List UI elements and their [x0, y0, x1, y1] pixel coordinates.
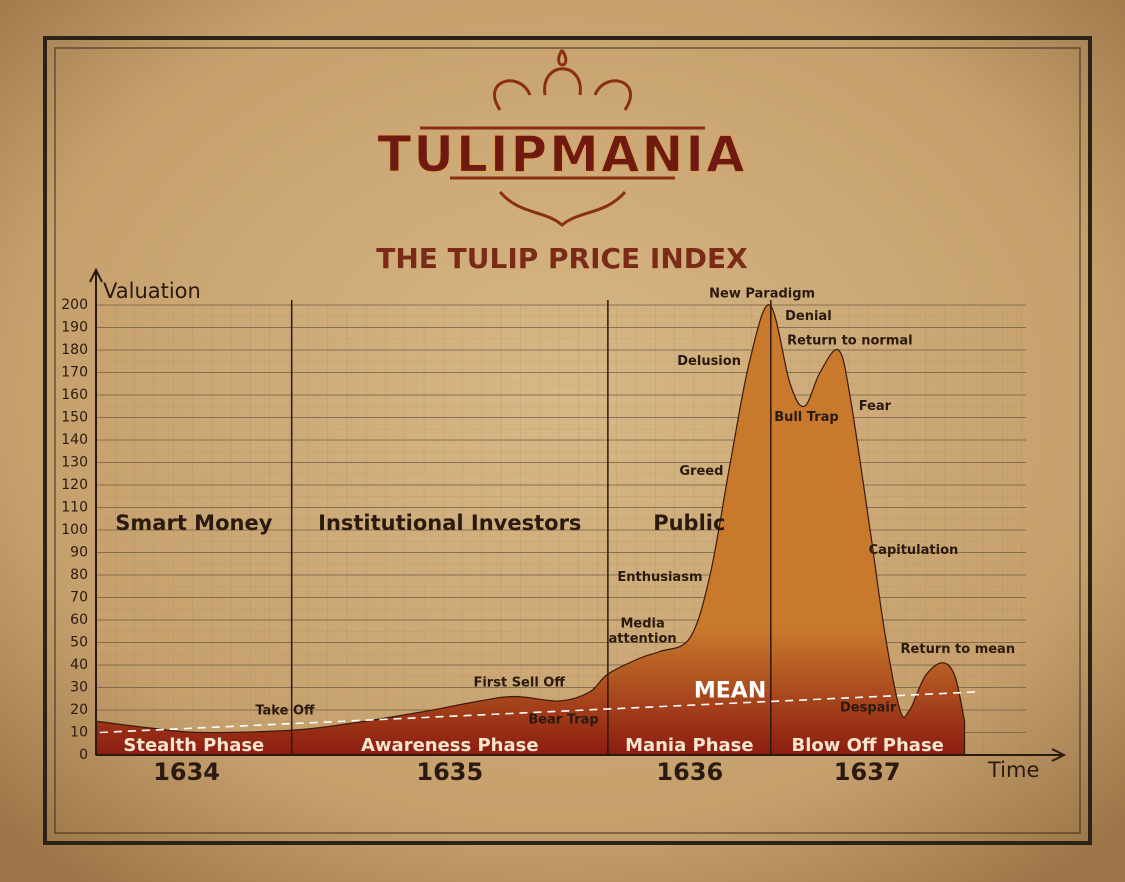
annotation: Take Off	[255, 703, 315, 718]
y-tick-label: 50	[70, 635, 88, 651]
y-tick-label: 130	[61, 455, 88, 471]
y-tick-label: 10	[70, 725, 88, 741]
year-label: 1634	[153, 758, 220, 786]
annotation: Greed	[679, 464, 723, 479]
year-label: 1636	[656, 758, 723, 786]
phase-label: Stealth Phase	[123, 735, 264, 756]
chart-title: TULIPMANIA	[377, 126, 746, 184]
annotation: Media	[620, 616, 664, 631]
y-tick-label: 180	[61, 342, 88, 358]
annotation: Return to mean	[901, 642, 1016, 657]
investor-group: Public	[653, 511, 725, 535]
annotation: New Paradigm	[709, 286, 815, 301]
annotation: Bull Trap	[774, 410, 839, 425]
y-tick-label: 110	[61, 500, 88, 516]
investor-group: Smart Money	[115, 511, 272, 535]
annotation: attention	[609, 631, 677, 646]
x-axis-label: Time	[987, 758, 1039, 782]
y-axis-label: Valuation	[103, 279, 201, 303]
y-tick-label: 160	[61, 387, 88, 403]
y-tick-label: 170	[61, 365, 88, 381]
phase-label: Mania Phase	[625, 735, 754, 756]
investor-group: Institutional Investors	[318, 511, 581, 535]
annotation: Bear Trap	[528, 712, 598, 727]
y-tick-label: 20	[70, 702, 88, 718]
y-tick-label: 70	[70, 590, 88, 606]
frame-inner	[54, 47, 1081, 834]
y-tick-label: 200	[61, 297, 88, 313]
y-tick-label: 0	[79, 747, 88, 763]
y-tick-label: 90	[70, 545, 88, 561]
y-tick-label: 100	[61, 522, 88, 538]
price-area	[95, 304, 966, 756]
axes	[89, 267, 1067, 762]
y-tick-label: 30	[70, 680, 88, 696]
year-label: 1637	[834, 758, 901, 786]
y-tick-label: 190	[61, 320, 88, 336]
y-tick-label: 60	[70, 612, 88, 628]
annotation: Fear	[859, 399, 892, 414]
phase-label: Awareness Phase	[361, 735, 539, 756]
y-tick-label: 140	[61, 432, 88, 448]
mean-line	[99, 691, 976, 734]
ornament	[420, 49, 705, 227]
annotation: First Sell Off	[473, 676, 565, 691]
annotation: Delusion	[677, 354, 741, 369]
mean-label: MEAN	[694, 678, 766, 703]
annotation: Despair	[840, 700, 897, 715]
y-tick-label: 40	[70, 657, 88, 673]
annotation: Denial	[785, 309, 832, 324]
y-tick-label: 120	[61, 477, 88, 493]
y-tick-label: 80	[70, 567, 88, 583]
annotation: Enthusiasm	[617, 570, 702, 585]
frame	[43, 36, 1092, 845]
annotation: Return to normal	[787, 334, 913, 349]
y-tick-label: 150	[61, 410, 88, 426]
plot: 0 10 20 30 40 50 60 70 80 90 100 110 120 130 140 150 160…	[61, 286, 1026, 786]
chart-subtitle: THE TULIP PRICE INDEX	[376, 242, 748, 275]
year-label: 1635	[416, 758, 483, 786]
phase-label: Blow Off Phase	[791, 735, 943, 756]
annotation: Capitulation	[869, 543, 959, 558]
